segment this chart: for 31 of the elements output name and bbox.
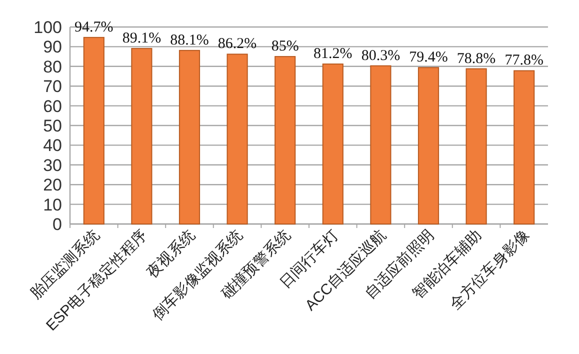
y-tick-label: 50 — [43, 116, 62, 136]
y-tick-label: 70 — [43, 77, 62, 96]
y-tick-label: 0 — [52, 215, 62, 234]
data-label: 77.8% — [504, 52, 544, 69]
data-label: 85% — [271, 38, 299, 55]
y-tick-label: 90 — [43, 38, 62, 57]
data-label: 81.2% — [314, 46, 352, 62]
data-label: 78.8% — [456, 50, 496, 67]
y-tick-label: 60 — [43, 96, 62, 116]
data-label: 86.2% — [218, 36, 257, 52]
data-label: 79.4% — [409, 50, 448, 66]
y-tick-label: 80 — [43, 57, 62, 76]
data-label: 80.3% — [361, 48, 400, 64]
bar — [131, 48, 152, 224]
bar — [466, 68, 487, 224]
data-label: 94.7% — [74, 19, 114, 36]
y-tick-label: 30 — [43, 156, 62, 175]
bar — [274, 56, 296, 224]
bar — [370, 65, 392, 224]
y-tick-label: 100 — [34, 18, 62, 37]
data-label: 89.1% — [122, 30, 162, 46]
bar — [178, 50, 200, 224]
y-tick-label: 20 — [43, 176, 62, 195]
bar — [83, 36, 104, 224]
bar — [322, 64, 344, 224]
y-tick-label: 10 — [43, 195, 62, 214]
y-tick-label: 40 — [43, 136, 62, 156]
data-label: 88.1% — [170, 32, 209, 48]
bar — [514, 70, 535, 224]
bar — [226, 54, 248, 224]
bar — [418, 67, 440, 224]
